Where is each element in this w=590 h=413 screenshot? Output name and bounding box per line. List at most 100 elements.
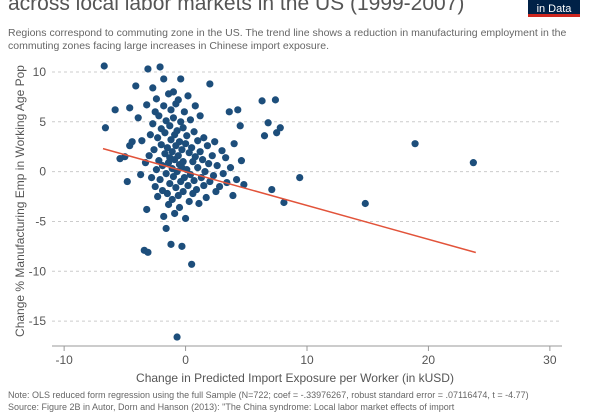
data-point: [362, 200, 369, 207]
data-point: [211, 138, 218, 145]
trend-line: [103, 149, 476, 253]
data-point: [190, 128, 197, 135]
source-note: Source: Figure 2B in Autor, Dorn and Han…: [8, 402, 529, 413]
x-tick-label: -10: [55, 353, 73, 367]
data-point: [112, 106, 119, 113]
data-point: [272, 96, 279, 103]
y-tick-label: 5: [39, 115, 46, 129]
data-point: [163, 225, 170, 232]
data-point: [167, 106, 174, 113]
data-point: [160, 102, 167, 109]
axes: [52, 346, 562, 351]
regression-note: Note: OLS reduced form regression using …: [8, 390, 529, 402]
data-point: [163, 170, 170, 177]
data-point: [220, 170, 227, 177]
data-point: [175, 152, 182, 159]
data-point: [277, 124, 284, 131]
x-tick-label: 0: [182, 353, 189, 367]
data-point: [411, 140, 418, 147]
data-point: [160, 75, 167, 82]
y-tick-label: 10: [33, 65, 47, 79]
data-point: [296, 174, 303, 181]
data-point: [180, 188, 187, 195]
data-point: [156, 176, 163, 183]
data-point: [182, 140, 189, 147]
data-point: [149, 120, 156, 127]
data-point: [227, 164, 234, 171]
data-point: [146, 152, 153, 159]
data-point: [164, 190, 171, 197]
data-point: [161, 129, 168, 136]
data-point: [153, 166, 160, 173]
data-point: [233, 176, 240, 183]
x-axis-label: Change in Predicted Import Exposure per …: [0, 371, 590, 385]
data-point: [258, 97, 265, 104]
data-point: [170, 114, 177, 121]
y-tick-label: -10: [29, 264, 47, 278]
data-point: [206, 80, 213, 87]
trend-line-group: [103, 149, 476, 253]
data-point: [200, 134, 207, 141]
data-point: [144, 65, 151, 72]
data-point: [195, 200, 202, 207]
data-point: [183, 132, 190, 139]
data-point: [166, 180, 173, 187]
data-point: [184, 92, 191, 99]
data-point: [184, 182, 191, 189]
data-point: [169, 148, 176, 155]
data-point: [170, 88, 177, 95]
data-point: [135, 114, 142, 121]
data-point: [177, 75, 184, 82]
data-point: [181, 108, 188, 115]
data-point: [201, 168, 208, 175]
data-point: [190, 177, 197, 184]
data-point: [222, 154, 229, 161]
data-point: [197, 148, 204, 155]
data-point: [214, 162, 221, 169]
data-point: [188, 261, 195, 268]
data-point: [205, 160, 212, 167]
data-point: [187, 116, 194, 123]
data-point: [182, 215, 189, 222]
data-point: [203, 194, 210, 201]
data-point: [176, 204, 183, 211]
data-point: [178, 146, 185, 153]
data-point: [200, 182, 207, 189]
data-point: [172, 184, 179, 191]
data-point: [209, 152, 216, 159]
data-point: [265, 119, 272, 126]
y-tick-label: -5: [35, 214, 46, 228]
data-point: [169, 196, 176, 203]
data-point: [470, 159, 477, 166]
data-point: [268, 186, 275, 193]
data-point: [138, 137, 145, 144]
data-point: [186, 198, 193, 205]
data-point: [226, 108, 233, 115]
data-point: [152, 183, 159, 190]
data-point: [153, 95, 160, 102]
data-point: [132, 82, 139, 89]
data-point: [192, 102, 199, 109]
data-point: [261, 132, 268, 139]
data-point: [238, 157, 245, 164]
data-point: [148, 174, 155, 181]
y-axis-label: Change % Manufacturing Emp in Working Ag…: [13, 65, 27, 337]
data-point: [143, 206, 150, 213]
data-point: [101, 62, 108, 69]
data-point: [188, 144, 195, 151]
data-point: [193, 186, 200, 193]
data-point: [166, 122, 173, 129]
data-point: [129, 138, 136, 145]
data-point: [199, 156, 206, 163]
data-point: [155, 112, 162, 119]
y-tick-label: 0: [39, 165, 46, 179]
data-point: [178, 243, 185, 250]
data-point: [175, 96, 182, 103]
x-tick-label: 10: [300, 353, 314, 367]
data-point: [149, 84, 156, 91]
data-point: [171, 210, 178, 217]
data-point: [143, 101, 150, 108]
